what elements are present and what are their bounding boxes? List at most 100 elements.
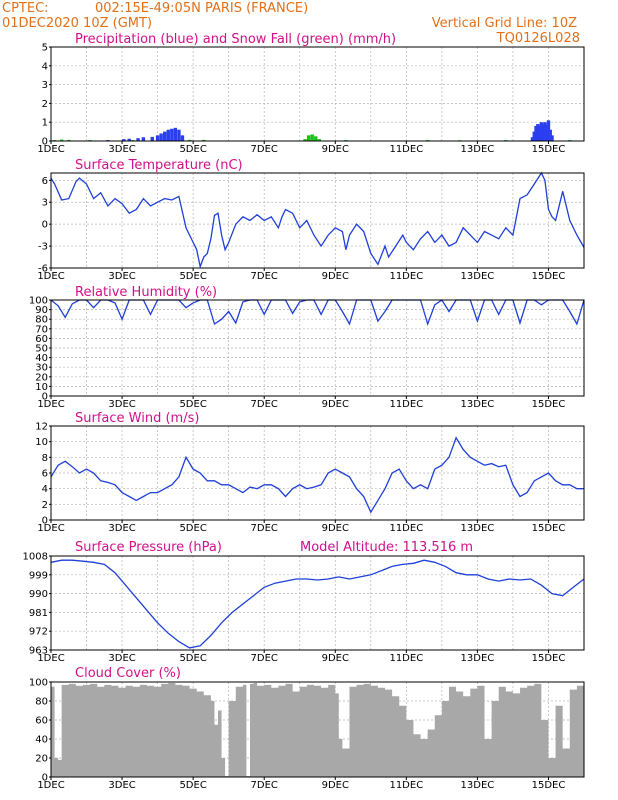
y-tick-label: 60: [35, 334, 48, 345]
y-tick-label: 12: [35, 422, 48, 433]
y-tick-label: 2: [42, 99, 48, 110]
y-tick-label: 972: [29, 627, 48, 638]
wind-title: Surface Wind (m/s): [75, 411, 199, 426]
snowfall-bar: [67, 139, 71, 141]
humidity-title: Relative Humidity (%): [75, 285, 217, 300]
precipitation-bar: [163, 131, 167, 141]
precipitation-bar: [159, 133, 163, 141]
x-tick-label: 13DEC: [461, 523, 495, 534]
temperature-title: Surface Temperature (nC): [75, 158, 243, 173]
x-tick-label: 9DEC: [322, 780, 349, 791]
y-tick-label: 80: [35, 697, 48, 708]
x-tick-label: 1DEC: [37, 399, 64, 410]
x-tick-label: 3DEC: [108, 399, 135, 410]
y-tick-label: 999: [29, 570, 48, 581]
y-tick-label: 8: [42, 453, 48, 464]
x-tick-label: 3DEC: [108, 271, 135, 282]
y-tick-label: 3: [42, 198, 48, 209]
precipitation-bar: [541, 124, 545, 141]
x-tick-label: 9DEC: [322, 653, 349, 664]
precipitation-bar: [539, 122, 544, 141]
pressure-title: Surface Pressure (hPa): [75, 540, 222, 555]
y-tick-label: 6: [42, 469, 48, 480]
y-tick-label: 10: [35, 437, 48, 448]
y-tick-label: 90: [35, 305, 48, 316]
header-grid-note: Vertical Grid Line: 10Z: [432, 16, 577, 31]
x-tick-label: 13DEC: [461, 780, 495, 791]
x-tick-label: 7DEC: [251, 780, 278, 791]
x-tick-label: 1DEC: [37, 653, 64, 664]
x-tick-label: 13DEC: [461, 399, 495, 410]
panel-cloud: Cloud Cover (%) 0 20 40 60 80 100 1DEC 3DEC 5DEC…: [29, 666, 585, 791]
y-tick-label: 70: [35, 324, 48, 335]
x-tick-label: 11DEC: [389, 399, 423, 410]
precipitation-bar: [550, 135, 554, 141]
header-org: CPTEC:: [2, 1, 49, 16]
wind-line: [50, 436, 584, 514]
snowfall-bar: [59, 139, 64, 141]
y-tick-label: 1008: [23, 552, 48, 563]
snowfall-bar: [303, 139, 307, 141]
x-tick-label: 13DEC: [461, 653, 495, 664]
snowfall-bar: [306, 135, 311, 141]
header-datetime: 01DEC2020 10Z (GMT): [2, 16, 152, 31]
x-tick-label: 5DEC: [179, 271, 206, 282]
x-tick-label: 13DEC: [461, 144, 495, 155]
x-tick-label: 15DEC: [532, 523, 566, 534]
cloud-frame: [50, 681, 585, 778]
precipitation-bar: [173, 127, 178, 141]
header-location: 002:15E-49:05N PARIS (FRANCE): [95, 1, 308, 16]
panel-precipitation: Precipitation (blue) and Snow Fall (gree…: [37, 32, 585, 155]
x-tick-label: 11DEC: [389, 523, 423, 534]
y-tick-label: 0: [42, 220, 48, 231]
y-tick-label: 40: [35, 353, 48, 364]
precipitation-frame: [50, 46, 585, 142]
precipitation-bar: [150, 136, 154, 141]
y-tick-label: 5: [42, 43, 48, 54]
pressure-frame: [50, 555, 585, 651]
y-tick-label: 981: [29, 608, 48, 619]
x-tick-label: 15DEC: [532, 271, 566, 282]
x-tick-label: 1DEC: [37, 780, 64, 791]
header-code: TQ0126L028: [496, 31, 580, 46]
x-tick-label: 7DEC: [251, 523, 278, 534]
x-tick-label: 9DEC: [322, 144, 349, 155]
pressure-line: [50, 559, 585, 649]
x-tick-label: 7DEC: [251, 271, 278, 282]
x-tick-label: 11DEC: [389, 144, 423, 155]
precipitation-bar: [534, 125, 538, 141]
y-tick-label: 0: [42, 392, 48, 403]
precipitation-bar: [155, 135, 160, 141]
x-tick-label: 1DEC: [37, 144, 64, 155]
x-tick-label: 15DEC: [532, 780, 566, 791]
x-tick-label: 13DEC: [461, 271, 495, 282]
x-tick-label: 1DEC: [37, 523, 64, 534]
cloud-cover-area: [51, 682, 584, 777]
precipitation-bar: [543, 122, 547, 141]
x-tick-label: 5DEC: [179, 144, 206, 155]
y-tick-label: 0: [42, 137, 48, 148]
snowfall-bar: [317, 139, 321, 141]
y-tick-label: 4: [42, 484, 48, 495]
panel-wind: Surface Wind (m/s) 0 2 4 6 8 10 12 1DEC 3DEC 5DEC…: [35, 411, 585, 534]
y-tick-label: 100: [29, 678, 48, 689]
x-tick-label: 5DEC: [179, 780, 206, 791]
y-tick-label: 30: [35, 363, 48, 374]
x-tick-label: 3DEC: [108, 523, 135, 534]
precipitation-bar: [177, 129, 181, 141]
x-tick-label: 9DEC: [322, 523, 349, 534]
y-tick-label: 0: [42, 773, 48, 784]
precipitation-bar: [536, 124, 540, 141]
y-tick-label: 60: [35, 716, 48, 727]
precipitation-bar: [530, 137, 535, 141]
x-tick-label: 11DEC: [389, 271, 423, 282]
temperature-frame: [50, 172, 585, 269]
precipitation-bar: [141, 137, 146, 141]
x-tick-label: 3DEC: [108, 144, 135, 155]
precipitation-bar: [544, 125, 549, 141]
y-tick-label: 963: [29, 646, 48, 657]
panel-pressure: Surface Pressure (hPa) Model Altitude: 1…: [23, 540, 585, 664]
precipitation-bar: [546, 120, 551, 141]
model-altitude: Model Altitude: 113.516 m: [300, 540, 473, 555]
snowfall-bar: [314, 136, 318, 141]
